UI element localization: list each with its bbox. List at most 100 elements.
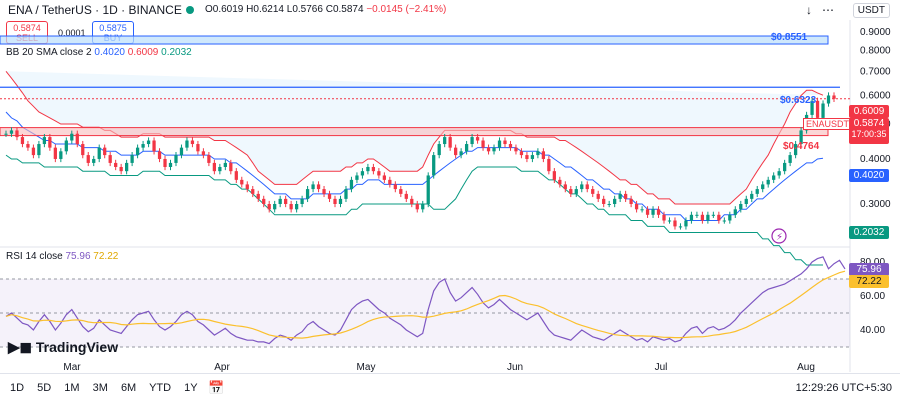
last-price: 0.5874 [853, 118, 885, 129]
candle-body [645, 209, 650, 215]
range-buttons: 1D 5D 1M 3M 6M YTD 1Y All [10, 382, 232, 394]
candle-body [684, 220, 688, 227]
currency-select[interactable]: USDT [852, 3, 890, 18]
range-1d[interactable]: 1D [10, 382, 25, 394]
bb-fill [6, 71, 823, 204]
ohlc-open-label: O [205, 4, 213, 15]
logo-text: TradingView [35, 339, 119, 355]
candle-body [437, 144, 441, 156]
candle-body [815, 100, 820, 118]
candle-body [130, 155, 134, 163]
bb-legend-name: BB 20 SMA close 2 [6, 47, 92, 58]
range-1y[interactable]: 1Y [184, 382, 198, 394]
candle-body [344, 189, 348, 199]
candle-body [360, 171, 365, 176]
candle-body [618, 193, 622, 199]
candle-body [355, 175, 359, 180]
range-1m[interactable]: 1M [64, 382, 80, 394]
candle-body [179, 147, 184, 156]
candle-body [196, 144, 200, 152]
candle-body [163, 158, 167, 167]
candle-body [547, 158, 551, 172]
candle-body [201, 151, 206, 156]
sell-price: 0.5874 [13, 23, 41, 33]
calendar-icon[interactable]: 📅 [208, 380, 225, 395]
candle-body [503, 140, 507, 145]
candle-body [327, 193, 332, 199]
candle-body [338, 198, 343, 204]
candle-body [114, 162, 118, 167]
clock-readout[interactable]: 12:29:26 UTC+5:30 [795, 382, 892, 394]
x-tick-label: Jul [655, 362, 668, 373]
ohlc-close-label: C [325, 4, 333, 15]
candle-body [168, 162, 173, 167]
ohlc-low-value: 0.5766 [292, 4, 323, 15]
rsi-legend[interactable]: RSI 14 close 75.96 72.22 [6, 251, 118, 262]
lightning-icon: ⚡ [771, 228, 787, 244]
candle-body [678, 226, 683, 228]
candle-body [563, 184, 567, 190]
x-tick-label: Apr [214, 362, 230, 373]
candle-body [31, 147, 36, 156]
candle-body [125, 162, 129, 172]
range-5d[interactable]: 5D [37, 382, 52, 394]
ohlc-high-label: H [246, 4, 254, 15]
candle-body [689, 214, 694, 221]
candle-body [508, 144, 513, 148]
mid-band-badge: 0.4020 [849, 169, 889, 182]
candle-body [629, 198, 633, 204]
candle-body [37, 144, 41, 156]
ohlc-low-label: L [286, 4, 293, 15]
more-icon[interactable]: ⋯ [822, 3, 844, 17]
candle-body [322, 189, 326, 194]
candle-body [739, 204, 743, 210]
candle-body [634, 204, 639, 210]
candle-body [826, 95, 831, 104]
candle-body [70, 133, 74, 141]
candle-body [717, 214, 721, 221]
range-6m[interactable]: 6M [120, 382, 137, 394]
candle-body [454, 147, 458, 156]
range-3m[interactable]: 3M [92, 382, 108, 394]
candle-body [278, 198, 282, 204]
candle-body [245, 184, 249, 190]
candle-body [558, 179, 562, 185]
candle-body [607, 204, 611, 205]
candle-body [234, 171, 238, 180]
candle-body [832, 95, 836, 99]
range-all[interactable]: All [210, 382, 223, 394]
symbol-title[interactable]: ENA / TetherUS · 1D · BINANCE [8, 3, 194, 17]
ohlc-open-value: 0.6019 [212, 4, 244, 15]
candle-body [316, 184, 321, 190]
rsi-line [5, 256, 846, 345]
candle-body [20, 137, 25, 145]
candle-body [492, 147, 496, 152]
market-status-dot [185, 6, 194, 14]
candle-body [399, 189, 403, 194]
spread-value: 0.0001 [58, 28, 86, 38]
upper-band-badge: 0.6009 [849, 105, 889, 118]
candle-body [432, 155, 436, 176]
candle-body [574, 189, 578, 194]
candle-body [651, 209, 655, 215]
download-icon[interactable]: ↓ [806, 3, 822, 17]
candle-body [426, 175, 430, 204]
candle-body [267, 204, 271, 210]
candle-body [92, 158, 96, 163]
candle-body [185, 140, 189, 148]
candle-body [366, 166, 370, 172]
bb-legend[interactable]: BB 20 SMA close 2 0.4020 0.6009 0.2032 [6, 47, 192, 58]
rsi-value: 75.96 [65, 251, 91, 262]
candle-body [404, 193, 408, 199]
candle-body [256, 193, 260, 199]
candle-body [421, 204, 425, 210]
candle-countdown: 17:00:35 [851, 129, 887, 139]
rsi-tick-label: 40.00 [860, 325, 885, 336]
candle-body [475, 137, 480, 141]
candle-body [223, 162, 227, 167]
bb-upper-value: 0.6009 [127, 47, 159, 58]
range-ytd[interactable]: YTD [149, 382, 172, 394]
candle-body [59, 151, 63, 159]
candle-body [733, 209, 737, 215]
